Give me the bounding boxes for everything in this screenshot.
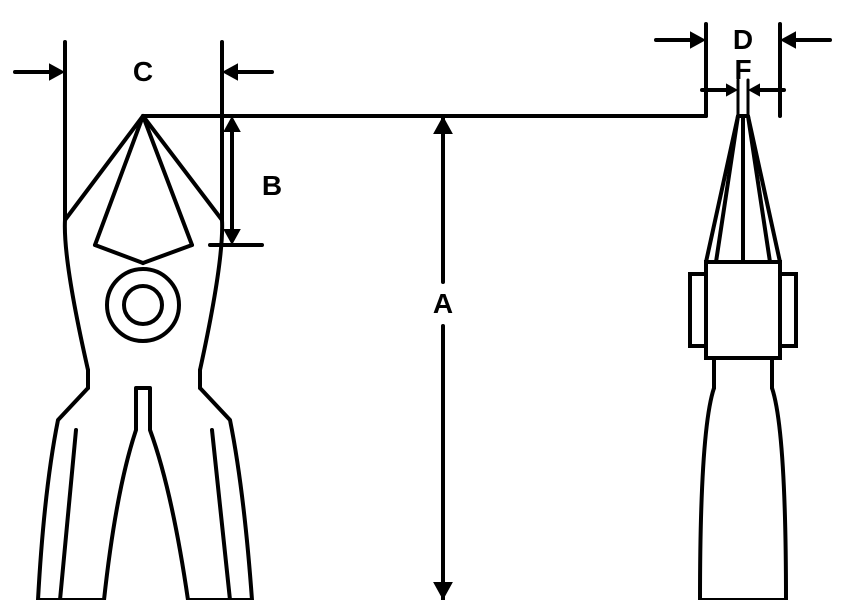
dim-label-f: F [734, 54, 751, 86]
dim-label-c: C [133, 56, 153, 88]
dim-label-d: D [733, 24, 753, 56]
dim-label-a: A [433, 288, 453, 320]
diagram-canvas: A B C D F [0, 0, 858, 600]
dim-label-b: B [262, 170, 282, 202]
diagram-svg [0, 0, 858, 600]
